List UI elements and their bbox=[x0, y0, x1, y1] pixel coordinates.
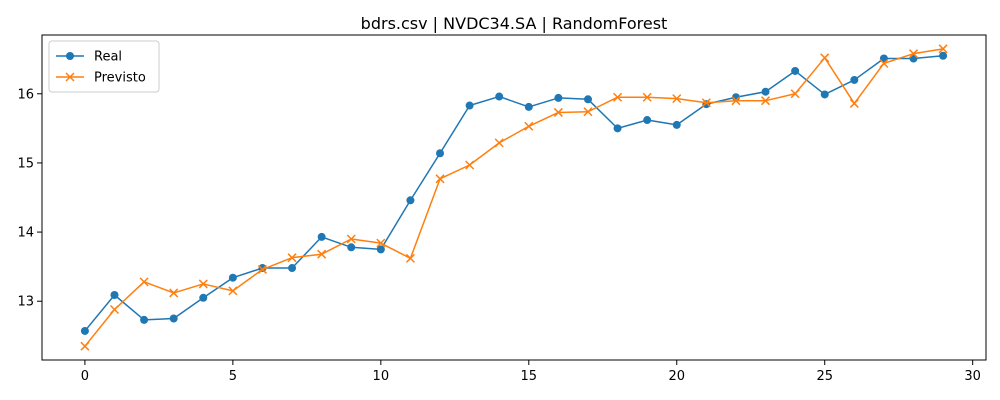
y-tick-label: 15 bbox=[17, 156, 34, 171]
data-point-real bbox=[613, 124, 622, 133]
legend: Real Previsto bbox=[48, 40, 160, 93]
legend-item-previsto: Previsto bbox=[56, 71, 146, 86]
data-point-real bbox=[169, 314, 178, 323]
series-previsto bbox=[80, 44, 948, 351]
x-tick-label: 15 bbox=[521, 369, 538, 384]
data-point-previsto bbox=[790, 89, 800, 99]
x-tick-label: 0 bbox=[81, 369, 89, 384]
data-point-real bbox=[643, 116, 652, 125]
data-point-previsto bbox=[583, 107, 593, 117]
data-point-previsto bbox=[169, 288, 179, 298]
data-point-previsto bbox=[879, 58, 889, 68]
data-point-real bbox=[702, 100, 711, 109]
data-point-previsto bbox=[376, 238, 386, 248]
data-point-previsto bbox=[287, 253, 297, 263]
data-point-previsto bbox=[701, 98, 711, 108]
data-point-real bbox=[80, 326, 89, 335]
data-point-real bbox=[495, 92, 504, 101]
y-tick-label: 16 bbox=[17, 87, 34, 102]
data-point-previsto bbox=[938, 44, 948, 54]
x-tick-label: 30 bbox=[964, 369, 981, 384]
legend-marker-real bbox=[66, 52, 74, 60]
data-point-real bbox=[406, 196, 415, 205]
legend-box bbox=[48, 40, 160, 93]
series-line-real bbox=[84, 54, 944, 332]
data-point-real bbox=[288, 264, 297, 273]
data-point-previsto bbox=[435, 174, 445, 184]
data-point-real bbox=[524, 102, 533, 111]
y-tick-label: 14 bbox=[17, 226, 34, 241]
chart-title: bdrs.csv | NVDC34.SA | RandomForest bbox=[361, 14, 668, 33]
x-tick-label: 10 bbox=[373, 369, 390, 384]
data-point-previsto bbox=[642, 92, 652, 102]
axes-frame bbox=[41, 34, 987, 361]
data-point-real bbox=[436, 149, 445, 158]
data-point-real bbox=[850, 75, 859, 84]
data-point-real bbox=[820, 90, 829, 99]
data-point-real bbox=[583, 95, 592, 104]
y-axis: 13 14 15 16 bbox=[17, 87, 42, 310]
plot-area bbox=[41, 34, 987, 361]
x-tick-label: 5 bbox=[229, 369, 237, 384]
y-tick-label: 13 bbox=[17, 295, 34, 310]
data-point-real bbox=[140, 315, 149, 324]
data-point-real bbox=[939, 51, 948, 60]
data-point-previsto bbox=[80, 341, 90, 351]
data-point-real bbox=[791, 66, 800, 75]
data-point-previsto bbox=[553, 107, 563, 117]
data-point-real bbox=[317, 232, 326, 241]
data-point-real bbox=[228, 273, 237, 282]
data-point-previsto bbox=[257, 264, 267, 274]
legend-label-real: Real bbox=[94, 50, 122, 65]
legend-marker-previsto bbox=[65, 72, 75, 82]
data-point-previsto bbox=[761, 96, 771, 106]
data-point-previsto bbox=[613, 92, 623, 102]
data-point-real bbox=[554, 93, 563, 102]
data-point-previsto bbox=[820, 53, 830, 63]
data-point-real bbox=[376, 245, 385, 254]
legend-item-real: Real bbox=[56, 50, 122, 65]
data-point-previsto bbox=[346, 234, 356, 244]
data-point-previsto bbox=[465, 160, 475, 170]
data-point-previsto bbox=[524, 121, 534, 131]
x-axis: 0 5 10 15 20 25 30 bbox=[81, 360, 981, 384]
x-tick-label: 20 bbox=[668, 369, 685, 384]
data-point-real bbox=[199, 293, 208, 302]
data-point-previsto bbox=[317, 249, 327, 259]
series-layer bbox=[80, 44, 948, 351]
data-point-previsto bbox=[139, 277, 149, 287]
data-point-real bbox=[761, 87, 770, 96]
x-tick-label: 25 bbox=[816, 369, 833, 384]
data-point-previsto bbox=[228, 286, 238, 296]
axes-background bbox=[42, 35, 986, 360]
data-point-previsto bbox=[405, 253, 415, 263]
data-point-previsto bbox=[109, 304, 120, 315]
data-point-real bbox=[672, 120, 681, 129]
data-point-previsto bbox=[908, 49, 919, 59]
data-point-previsto bbox=[672, 94, 682, 104]
data-point-real bbox=[110, 291, 119, 299]
data-point-previsto bbox=[198, 279, 208, 289]
legend-label-previsto: Previsto bbox=[94, 71, 146, 86]
data-point-real bbox=[347, 243, 356, 252]
series-line-previsto bbox=[84, 48, 944, 347]
data-point-previsto bbox=[849, 98, 859, 108]
series-real bbox=[80, 51, 948, 335]
data-point-real bbox=[465, 101, 474, 110]
data-point-previsto bbox=[731, 96, 741, 106]
data-point-previsto bbox=[494, 138, 504, 148]
